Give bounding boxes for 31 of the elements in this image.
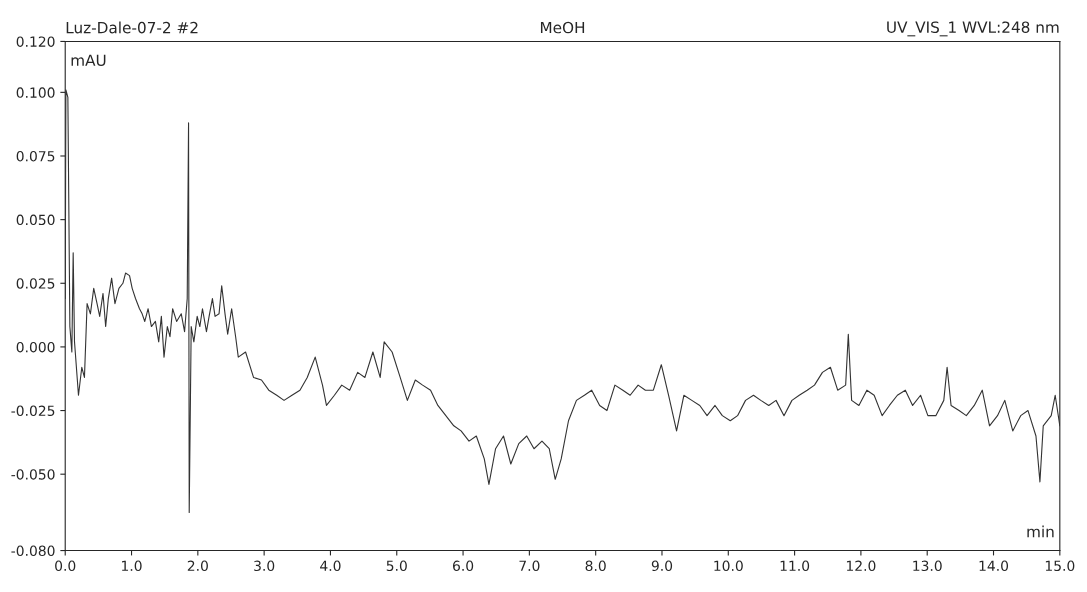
y-tick-label: -0.050 bbox=[11, 469, 55, 480]
x-tick-label: 4.0 bbox=[320, 560, 341, 572]
x-tick-label: 10.0 bbox=[714, 560, 743, 572]
x-tick-label: 6.0 bbox=[452, 560, 474, 572]
y-tick-label: 0.000 bbox=[16, 341, 55, 353]
y-tick-label: 0.025 bbox=[16, 278, 55, 289]
x-tick-label: 8.0 bbox=[585, 560, 606, 572]
x-tick-label: 14.0 bbox=[979, 560, 1009, 572]
text: Luz-Dale-07-2 #2 bbox=[66, 21, 198, 34]
x-tick-label: 0.0 bbox=[55, 560, 76, 572]
x-tick-label: 13.0 bbox=[913, 560, 942, 572]
chart-title: MeOH bbox=[540, 21, 585, 34]
y-tick-label: 0.120 bbox=[16, 36, 55, 47]
y-tick-label: 0.050 bbox=[16, 214, 55, 226]
x-tick-label: 9.0 bbox=[651, 560, 673, 572]
text: UV_VIS_1 WVL:248 nm bbox=[887, 21, 1059, 37]
y-tick-label: 0.100 bbox=[16, 87, 55, 98]
x-tick-label: 3.0 bbox=[254, 560, 275, 572]
x-tick-label: 2.0 bbox=[187, 560, 208, 572]
y-tick-label: -0.025 bbox=[11, 405, 55, 417]
y-tick-label: 0.075 bbox=[16, 150, 55, 162]
x-axis-title: min bbox=[1027, 525, 1054, 538]
x-tick-label: 1.0 bbox=[122, 560, 142, 572]
x-tick-label: 12.0 bbox=[846, 560, 876, 572]
y-axis-title: mAU bbox=[71, 54, 106, 66]
x-tick-label: 15.0 bbox=[1045, 560, 1075, 572]
x-tick-label: 7.0 bbox=[519, 560, 540, 572]
x-tick-label: 5.0 bbox=[386, 560, 407, 572]
line-series bbox=[65, 89, 1060, 513]
y-tick-label: -0.080 bbox=[11, 545, 55, 557]
x-tick-label: 11.0 bbox=[780, 560, 810, 572]
